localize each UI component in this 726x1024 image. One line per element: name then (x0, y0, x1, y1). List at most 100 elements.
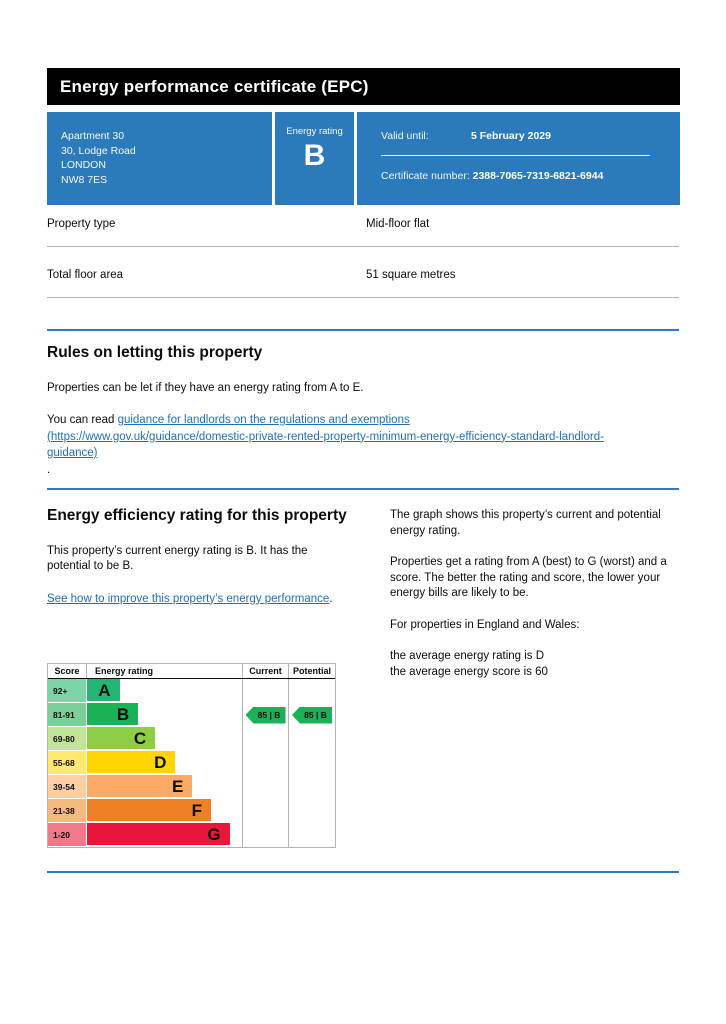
band-letter: G (207, 824, 221, 844)
potential-cell (288, 799, 335, 823)
rating-scale-paragraph: Properties get a rating from A (best) to… (390, 556, 667, 599)
band-letter: D (154, 752, 167, 772)
efficiency-left-column: Energy efficiency rating for this proper… (47, 506, 350, 607)
band-bar: D (87, 751, 176, 774)
letting-rules-paragraph: Properties can be let if they have an en… (47, 382, 364, 394)
guidance-link-url[interactable]: (https://www.gov.uk/guidance/domestic-pr… (47, 430, 604, 460)
divider (47, 246, 679, 247)
energy-rating-chart: Score Energy rating Current Potential 92… (47, 663, 336, 848)
current-cell (242, 727, 288, 751)
score-column-header: Score (54, 666, 80, 676)
band-letter: F (191, 800, 202, 820)
improve-suffix: . (329, 592, 333, 605)
band-bar: C (87, 727, 156, 750)
band-bar-cell: G (86, 823, 242, 847)
band-bar: B (87, 703, 139, 726)
band-score-range: 21-38 (48, 799, 86, 823)
valid-until-date: 5 February 2029 (471, 130, 551, 142)
address-line-4: NW8 7ES (61, 173, 108, 186)
potential-cell (288, 727, 335, 751)
certificate-number: 2388-7065-7319-6821-6944 (472, 170, 604, 182)
efficiency-heading: Energy efficiency rating for this proper… (47, 507, 347, 524)
band-score-range: 92+ (48, 679, 86, 703)
potential-rating-badge: 85 | B (292, 706, 332, 724)
improve-performance-link[interactable]: See how to improve this property’s energ… (47, 592, 330, 605)
band-bar: A (87, 679, 120, 702)
current-cell (242, 775, 288, 799)
band-letter: E (172, 776, 184, 796)
chart-header-row: Score Energy rating Current Potential (48, 664, 335, 679)
property-type-value: Mid-floor flat (366, 218, 430, 230)
chart-band-row: 81-91 B 85 | B 85 | B (48, 703, 335, 727)
band-score-range: 1-20 (48, 823, 86, 847)
band-letter: A (98, 680, 111, 700)
guidance-prefix: You can read (47, 414, 118, 426)
band-bar-cell: A (86, 679, 242, 703)
band-bar: G (87, 823, 230, 846)
band-bar-cell: F (86, 799, 242, 823)
address-line-3: LONDON (61, 159, 106, 171)
chart-rows: 92+ A 81-91 B 85 | B 85 | B 69-80 C 55-68 D 39-54 E… (48, 679, 335, 847)
band-bar-cell: C (86, 727, 242, 751)
section-rule (47, 329, 679, 331)
chart-band-row: 55-68 D (48, 751, 335, 775)
current-cell (242, 823, 288, 847)
efficiency-right-column: The graph shows this property’s current … (390, 508, 682, 680)
section-rule (47, 488, 679, 490)
page-title: Energy performance certificate (EPC) (60, 76, 369, 96)
band-bar: E (87, 775, 193, 798)
potential-column-header: Potential (288, 664, 335, 678)
energy-rating-value: B (303, 139, 326, 172)
potential-cell (288, 823, 335, 847)
current-column-header: Current (242, 664, 288, 678)
certificate-title-bar: Energy performance certificate (EPC) (47, 68, 680, 105)
band-bar-cell: D (86, 751, 242, 775)
certificate-number-label: Certificate number: (381, 170, 470, 182)
band-bar-cell: E (86, 775, 242, 799)
band-letter: B (116, 704, 130, 724)
potential-cell (288, 751, 335, 775)
band-score-range: 39-54 (48, 775, 86, 799)
chart-band-row: 1-20 G (48, 823, 335, 847)
chart-band-row: 39-54 E (48, 775, 335, 799)
potential-cell (288, 775, 335, 799)
current-cell: 85 | B (242, 703, 288, 727)
letting-rules-heading: Rules on letting this property (47, 344, 263, 361)
rating-column-header: Energy rating (86, 664, 242, 678)
valid-until-label: Valid until: (381, 130, 429, 142)
address-line-1: Apartment 30 (61, 130, 125, 142)
chart-band-row: 69-80 C (48, 727, 335, 751)
graph-explainer-paragraph: The graph shows this property’s current … (390, 509, 661, 537)
current-cell (242, 679, 288, 703)
validity-panel: Valid until: 5 February 2029 Certificate… (357, 112, 680, 205)
property-type-label: Property type (47, 218, 116, 230)
section-rule (47, 871, 679, 873)
current-rating-badge: 85 | B (245, 706, 286, 724)
band-score-range: 81-91 (48, 703, 86, 727)
potential-cell (288, 679, 335, 703)
floor-area-value: 51 square metres (366, 269, 456, 281)
band-bar: F (87, 799, 211, 822)
improve-paragraph: See how to improve this property’s energ… (47, 592, 350, 608)
band-letter: C (133, 728, 147, 748)
band-score-range: 69-80 (48, 727, 86, 751)
guidance-suffix: . (47, 463, 51, 476)
guidance-link-text[interactable]: guidance for landlords on the regulation… (117, 414, 410, 426)
current-cell (242, 751, 288, 775)
average-rating-line: the average energy rating is D (390, 650, 545, 662)
energy-rating-panel: Energy rating B (275, 112, 354, 205)
england-wales-paragraph: For properties in England and Wales: (390, 618, 580, 631)
summary-box: Apartment 30 30, Lodge Road LONDON NW8 7… (47, 112, 680, 205)
landlord-guidance-link[interactable]: guidance for landlords on the regulation… (47, 414, 651, 459)
band-bar-cell: B (86, 703, 242, 727)
address-line-2: 30, Lodge Road (61, 144, 136, 157)
divider (47, 297, 679, 298)
chart-band-row: 92+ A (48, 679, 335, 703)
letting-guidance-paragraph: You can read guidance for landlords on t… (47, 412, 651, 478)
property-address: Apartment 30 30, Lodge Road LONDON NW8 7… (47, 112, 272, 205)
validity-separator (381, 155, 650, 156)
energy-rating-label: Energy rating (286, 126, 343, 137)
efficiency-summary-paragraph: This property’s current energy rating is… (47, 544, 308, 573)
potential-cell: 85 | B (288, 703, 335, 727)
